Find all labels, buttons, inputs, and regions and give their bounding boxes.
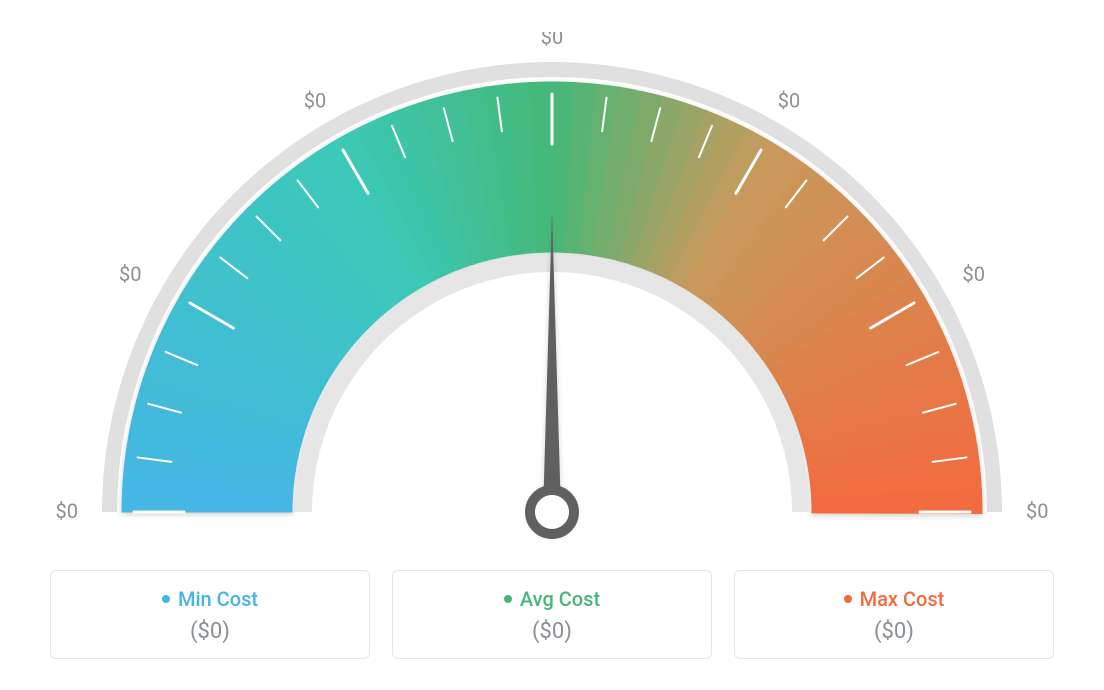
legend-label-min: Min Cost — [51, 587, 369, 611]
svg-text:$0: $0 — [304, 88, 326, 112]
svg-text:$0: $0 — [541, 32, 563, 49]
legend-value-min: ($0) — [51, 619, 369, 644]
legend-text-avg: Avg Cost — [520, 587, 600, 611]
dot-icon — [504, 595, 512, 603]
cost-gauge: $0 $0 $0 $0 $0 $0 $0 — [42, 32, 1062, 552]
legend-label-max: Max Cost — [735, 587, 1053, 611]
legend-card-max: Max Cost ($0) — [734, 570, 1054, 659]
svg-text:$0: $0 — [56, 499, 78, 523]
legend-value-avg: ($0) — [393, 619, 711, 644]
svg-text:$0: $0 — [1026, 499, 1048, 523]
dot-icon — [162, 595, 170, 603]
legend-value-max: ($0) — [735, 619, 1053, 644]
legend-card-min: Min Cost ($0) — [50, 570, 370, 659]
legend-label-avg: Avg Cost — [393, 587, 711, 611]
legend-text-max: Max Cost — [860, 587, 945, 611]
legend-card-avg: Avg Cost ($0) — [392, 570, 712, 659]
gauge-svg: $0 $0 $0 $0 $0 $0 $0 — [42, 32, 1062, 552]
svg-text:$0: $0 — [962, 262, 984, 286]
dot-icon — [844, 595, 852, 603]
legend-text-min: Min Cost — [178, 587, 258, 611]
svg-text:$0: $0 — [119, 262, 141, 286]
svg-text:$0: $0 — [778, 88, 800, 112]
legend-row: Min Cost ($0) Avg Cost ($0) Max Cost ($0… — [50, 570, 1054, 659]
